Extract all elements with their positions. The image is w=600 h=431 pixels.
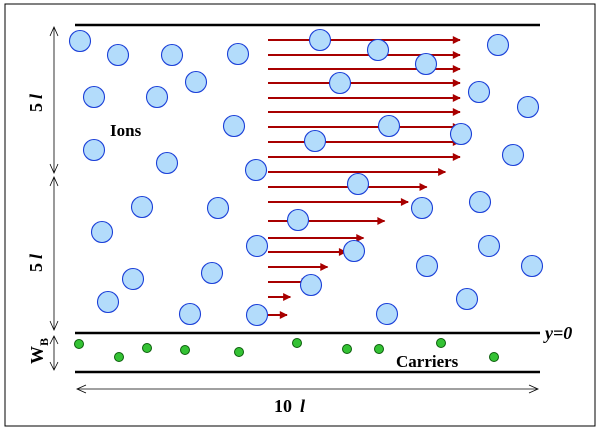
ion-circle: [68, 29, 92, 53]
carrier-group: [74, 338, 499, 362]
wb-label: WB: [27, 338, 51, 364]
five-l-bottom-label: 5l: [26, 254, 46, 272]
ion-circle: [106, 43, 130, 67]
carrier-dot: [180, 345, 190, 355]
ion-circle: [377, 114, 401, 138]
carrier-dot: [74, 339, 84, 349]
wb-subscript: B: [37, 338, 51, 346]
dimension-wb: [49, 335, 59, 371]
ion-circle: [245, 303, 269, 327]
ion-circle: [222, 114, 246, 138]
ion-circle: [244, 158, 268, 182]
dimension-10l: [76, 384, 539, 394]
five-l-top-variable: l: [26, 94, 46, 99]
carrier-dot: [114, 352, 124, 362]
ion-circle: [328, 71, 352, 95]
ten-l-label: 10 l: [274, 396, 305, 416]
ion-circle: [449, 122, 473, 146]
ion-circle: [130, 195, 154, 219]
five-l-bottom-variable: l: [26, 254, 46, 259]
figure-frame: [4, 3, 596, 427]
five-l-top-number: 5: [26, 103, 46, 112]
ion-circle: [308, 28, 332, 52]
ion-circle: [414, 52, 438, 76]
ion-circle: [82, 138, 106, 162]
ion-circle: [226, 42, 250, 66]
dimension-bottom-5l: [49, 176, 59, 331]
ion-circle: [516, 95, 540, 119]
ion-circle: [245, 234, 269, 258]
ion-circle: [468, 190, 492, 214]
carrier-dot: [489, 352, 499, 362]
ion-circle: [96, 290, 120, 314]
ion-circle: [375, 302, 399, 326]
ion-circle: [155, 151, 179, 175]
ion-circle: [467, 80, 491, 104]
y-zero-label: y=0: [543, 323, 572, 343]
carrier-dot: [292, 338, 302, 348]
dimension-top-5l: [49, 26, 59, 174]
carriers-label: Carriers: [396, 352, 459, 371]
carrier-dot: [436, 338, 446, 348]
ion-circle: [520, 254, 544, 278]
velocity-arrows: [268, 36, 461, 319]
ion-circle: [415, 254, 439, 278]
ion-circle: [121, 267, 145, 291]
ion-circle: [366, 38, 390, 62]
wb-main: W: [27, 346, 47, 364]
five-l-top-label: 5l: [26, 94, 46, 112]
ion-circle: [303, 129, 327, 153]
ion-circle: [200, 261, 224, 285]
ion-group: [68, 28, 544, 327]
ten-l-variable: l: [300, 396, 305, 416]
ion-circle: [160, 43, 184, 67]
five-l-bottom-number: 5: [26, 263, 46, 272]
ion-circle: [346, 172, 370, 196]
ion-circle: [477, 234, 501, 258]
carrier-dot: [142, 343, 152, 353]
ion-circle: [299, 273, 323, 297]
ten-l-number: 10: [274, 396, 292, 416]
ion-circle: [455, 287, 479, 311]
ion-circle: [184, 70, 208, 94]
ion-circle: [342, 239, 366, 263]
ion-circle: [82, 85, 106, 109]
ions-label: Ions: [110, 121, 142, 140]
ion-circle: [486, 33, 510, 57]
carrier-dot: [374, 344, 384, 354]
carrier-dot: [234, 347, 244, 357]
ion-circle: [178, 302, 202, 326]
ion-circle: [206, 196, 230, 220]
ion-circle: [90, 220, 114, 244]
carrier-dot: [342, 344, 352, 354]
ion-circle: [145, 85, 169, 109]
ion-circle: [286, 208, 310, 232]
ion-circle: [410, 196, 434, 220]
ion-circle: [501, 143, 525, 167]
